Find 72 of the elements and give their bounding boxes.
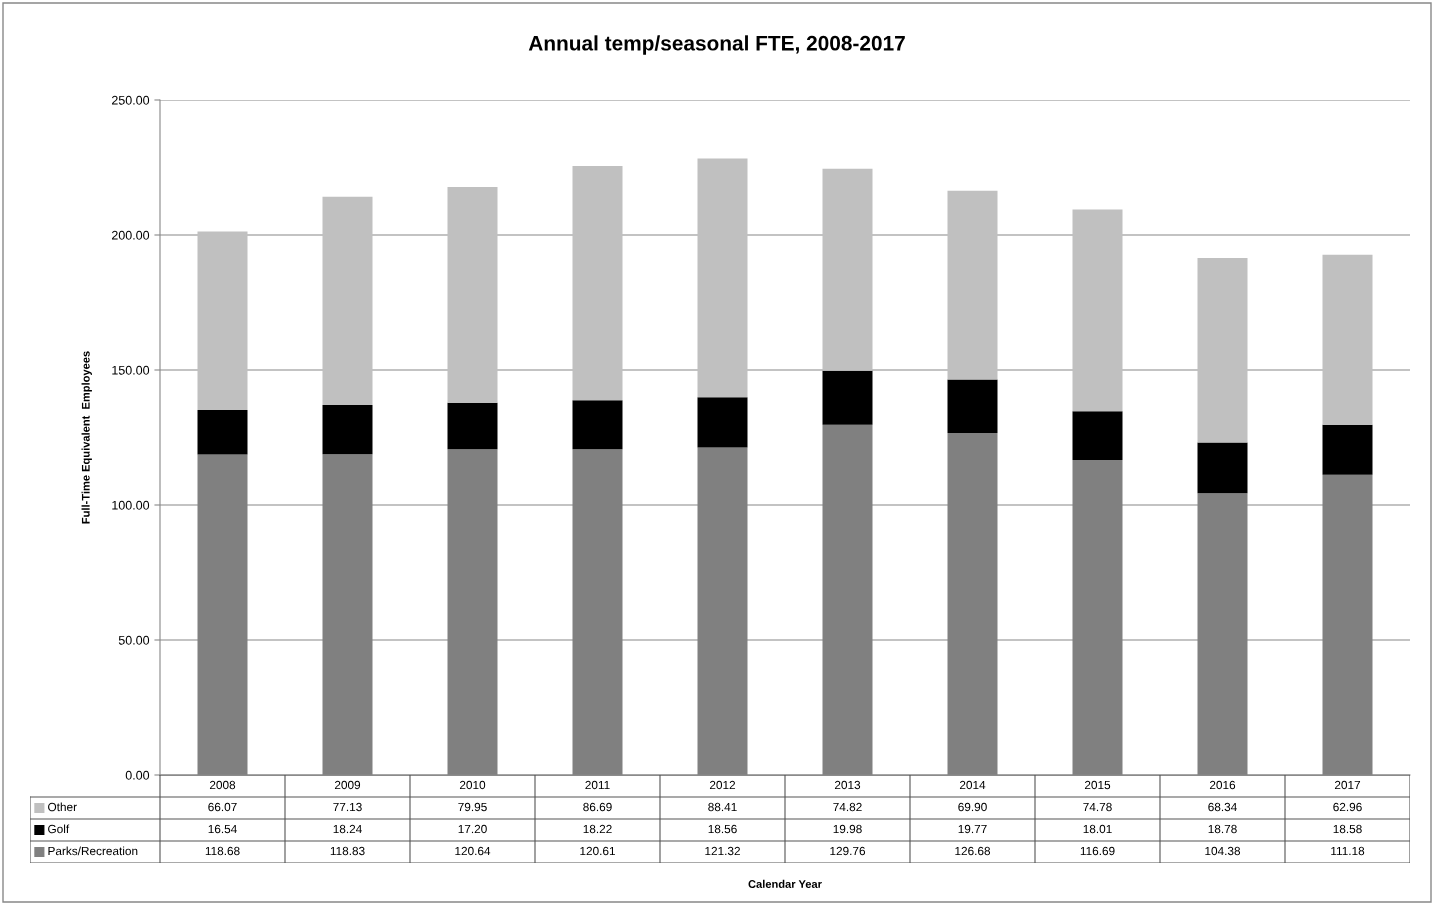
data-label: 17.20	[458, 824, 487, 834]
bar	[572, 400, 623, 450]
bar	[1322, 254, 1373, 425]
data-label: 121.32	[705, 846, 740, 856]
bar	[197, 231, 248, 410]
data-label: 86.69	[583, 802, 612, 812]
bar	[947, 190, 998, 380]
data-label: 120.64	[455, 846, 491, 856]
legend-label: Golf	[48, 824, 70, 834]
data-label: 88.41	[708, 802, 737, 812]
data-label: 126.68	[955, 846, 991, 856]
x-tick-label: 2008	[209, 780, 236, 790]
bar	[947, 379, 998, 433]
x-tick-label: 2015	[1084, 780, 1111, 790]
data-label: 19.98	[833, 824, 862, 834]
legend-label: Other	[48, 802, 77, 812]
bar	[1072, 209, 1123, 412]
x-tick-label: 2014	[959, 780, 986, 790]
y-tick-label: 0.00	[125, 770, 150, 780]
data-label: 118.68	[205, 846, 240, 856]
y-tick-label: 250.00	[111, 95, 150, 105]
bar	[822, 168, 873, 371]
data-label: 16.54	[208, 824, 237, 834]
data-label: 18.01	[1083, 824, 1112, 834]
bar	[697, 158, 748, 398]
data-label: 116.69	[1080, 846, 1115, 856]
data-label: 104.38	[1205, 846, 1241, 856]
y-tick-label: 200.00	[111, 230, 150, 240]
data-label: 62.96	[1333, 802, 1362, 812]
data-label: 18.58	[1333, 824, 1362, 834]
data-label: 120.61	[580, 846, 615, 856]
bar	[197, 409, 248, 455]
y-axis-title: Full-Time Equivalent Employees	[81, 351, 92, 524]
y-tick-label: 50.00	[118, 635, 150, 645]
bar	[322, 196, 373, 405]
data-label: 19.77	[958, 824, 987, 834]
data-label: 18.56	[708, 824, 737, 834]
data-label: 18.22	[583, 824, 612, 834]
x-tick-label: 2013	[834, 780, 861, 790]
data-label: 18.24	[333, 824, 362, 834]
y-tick-label: 100.00	[112, 500, 150, 510]
data-label: 66.07	[208, 802, 237, 812]
data-label: 118.83	[330, 846, 365, 856]
bar	[572, 166, 623, 401]
text: Calendar Year	[748, 879, 822, 888]
bar	[322, 404, 373, 455]
data-label: 68.34	[1208, 802, 1237, 812]
bar	[1072, 411, 1123, 460]
x-tick-label: 2017	[1334, 780, 1361, 790]
x-tick-label: 2009	[334, 780, 361, 790]
data-label: 77.13	[333, 802, 362, 812]
bar	[1322, 424, 1373, 475]
x-tick-label: 2010	[459, 780, 486, 790]
data-label: 74.78	[1083, 802, 1112, 812]
bar	[1197, 442, 1248, 494]
y-tick-label: 150.00	[112, 365, 150, 375]
data-label: 74.82	[833, 802, 862, 812]
x-tick-label: 2011	[585, 780, 610, 790]
legend-label: Parks/Recreation	[48, 846, 138, 856]
data-label: 79.95	[458, 802, 487, 812]
bar	[447, 186, 498, 403]
data-label: 111.18	[1331, 846, 1365, 856]
bar	[697, 397, 748, 448]
bar	[1197, 257, 1248, 443]
data-label: 69.90	[958, 802, 987, 812]
x-tick-label: 2016	[1209, 780, 1236, 790]
data-label: 129.76	[830, 846, 866, 856]
bar	[447, 402, 498, 450]
bar	[822, 370, 873, 425]
x-tick-label: 2012	[709, 780, 736, 790]
chart-title: Annual temp/seasonal FTE, 2008-2017	[528, 35, 905, 55]
data-label: 18.78	[1208, 824, 1237, 834]
